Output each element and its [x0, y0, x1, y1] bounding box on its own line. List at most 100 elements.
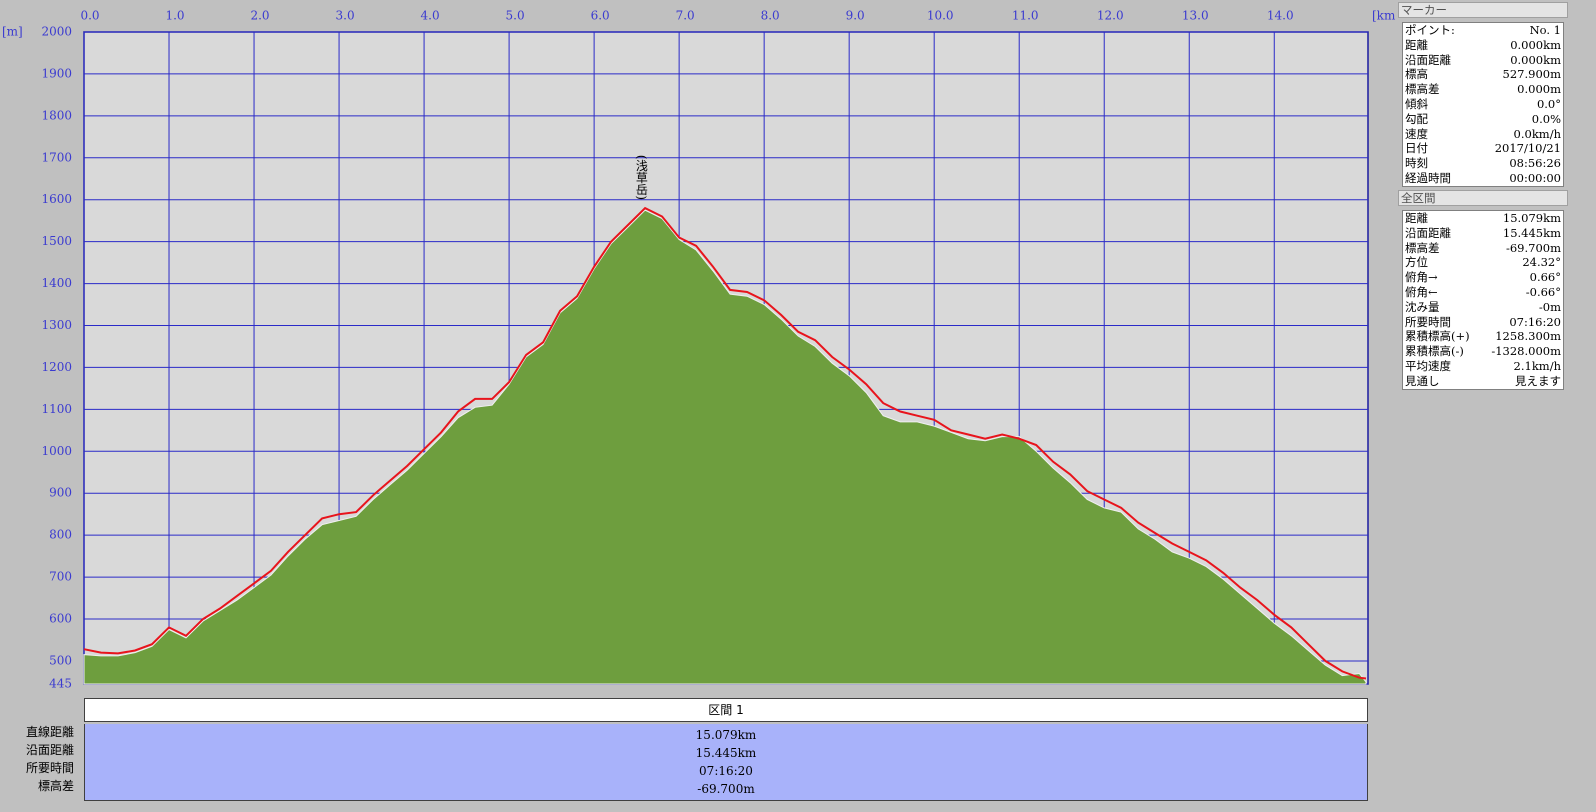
info-key: 標高	[1405, 67, 1428, 82]
info-key: 速度	[1405, 126, 1428, 141]
info-row: 累積標高(-) -1328.000m	[1403, 344, 1563, 359]
panel-title: 全区間	[1398, 190, 1568, 206]
y-tick-label: 1900	[41, 66, 72, 80]
x-tick-label: 2.0	[250, 9, 269, 23]
info-row: ポイント: No. 1	[1403, 23, 1563, 38]
section-panel: 全区間 距離 15.079km 沿面距離 15.445km 標高差 -69.700m 方位 2…	[1398, 190, 1568, 390]
info-key: 累積標高(-)	[1405, 344, 1464, 359]
x-tick-label: 0.0	[80, 9, 99, 23]
marker-table: ポイント: No. 1 距離 0.000km 沿面距離 0.000km 標高 527.900m…	[1402, 22, 1564, 187]
info-row: 標高 527.900m	[1403, 67, 1563, 82]
info-row: 標高差 0.000m	[1403, 82, 1563, 97]
info-value: 0.0%	[1531, 111, 1561, 126]
info-key: 方位	[1405, 255, 1428, 270]
x-tick-label: 10.0	[927, 9, 954, 23]
info-value: No. 1	[1529, 23, 1561, 37]
info-value: 0.000m	[1517, 82, 1561, 97]
y-tick-label: 800	[49, 528, 72, 542]
info-value: 15.079km	[1502, 211, 1561, 225]
info-key: 傾斜	[1405, 96, 1428, 111]
info-key: 標高差	[1405, 82, 1440, 97]
x-tick-label: 3.0	[336, 9, 355, 23]
x-tick-label: 9.0	[846, 9, 865, 23]
track-line	[83, 206, 1367, 680]
y-tick-label: 700	[49, 570, 72, 584]
marker-panel: マーカー ポイント: No. 1 距離 0.000km 沿面距離 0.000km 標高 527…	[1398, 2, 1568, 187]
info-value: -1328.000m	[1491, 344, 1561, 359]
info-row: 沈み量 -0m	[1403, 300, 1563, 315]
y-tick-label: 445	[49, 677, 72, 691]
info-row: 見通し 見えます	[1403, 374, 1563, 389]
section-row-value: 15.445km	[695, 746, 757, 760]
info-row: 累積標高(+) 1258.300m	[1403, 329, 1563, 344]
info-value: 0.0°	[1536, 96, 1561, 111]
info-key: 距離	[1405, 211, 1428, 225]
info-row: 標高差 -69.700m	[1403, 241, 1563, 256]
x-tick-label: 7.0	[676, 9, 695, 23]
x-tick-label: 13.0	[1182, 9, 1209, 23]
x-tick-label: 5.0	[506, 9, 525, 23]
y-tick-label: 1600	[41, 192, 72, 206]
chart: [m] [km] 445 500 600 700 800 900 1000 1100 1200 1…	[2, 9, 1396, 691]
section-row-value: 07:16:20	[699, 764, 753, 778]
peak-annotation: (浅草岳)	[634, 155, 648, 200]
x-tick-label: 4.0	[421, 9, 440, 23]
info-value: 1258.300m	[1495, 329, 1561, 344]
y-tick-label: 1100	[41, 402, 72, 416]
info-key: ポイント:	[1405, 23, 1455, 37]
info-key: 沈み量	[1405, 299, 1440, 314]
y-tick-label: 1700	[41, 150, 72, 164]
y-tick-label: 1400	[41, 276, 72, 290]
info-key: 沿面距離	[1405, 225, 1451, 240]
info-row: 俯角→ 0.66°	[1403, 270, 1563, 285]
info-row: 俯角← -0.66°	[1403, 285, 1563, 300]
info-value: 07:16:20	[1509, 314, 1561, 329]
info-key: 日付	[1405, 141, 1428, 156]
info-row: 距離 0.000km	[1403, 38, 1563, 53]
section-row-label: 沿面距離	[25, 743, 74, 757]
info-row: 平均速度 2.1km/h	[1403, 359, 1563, 374]
y-tick-label: 1800	[41, 108, 72, 122]
info-key: 俯角→	[1405, 270, 1438, 285]
info-key: 累積標高(+)	[1405, 329, 1470, 344]
section-row-label: 標高差	[37, 779, 74, 793]
info-value: -0m	[1538, 299, 1561, 314]
y-tick-label: 500	[49, 653, 72, 667]
y-tick-label: 1300	[41, 318, 72, 332]
info-key: 俯角←	[1405, 284, 1438, 299]
section-row-value: -69.700m	[697, 782, 755, 796]
info-value: 00:00:00	[1509, 170, 1561, 185]
y-unit: [m]	[2, 25, 23, 39]
x-tick-label: 14.0	[1267, 9, 1294, 23]
info-key: 見通し	[1405, 373, 1440, 388]
info-row: 経過時間 00:00:00	[1403, 171, 1563, 186]
info-row: 沿面距離 0.000km	[1403, 53, 1563, 68]
info-row: 方位 24.32°	[1403, 255, 1563, 270]
y-tick-label: 1000	[41, 444, 72, 458]
x-tick-label: 1.0	[165, 9, 184, 23]
x-tick-label: 11.0	[1012, 9, 1039, 23]
info-key: 距離	[1405, 37, 1428, 52]
y-tick-label: 2000	[41, 25, 72, 39]
terrain-area	[83, 209, 1367, 685]
info-row: 距離 15.079km	[1403, 211, 1563, 226]
info-value: 24.32°	[1522, 255, 1561, 270]
info-value: 2017/10/21	[1494, 141, 1561, 156]
section-row-label: 直線距離	[25, 725, 74, 739]
x-tick-label: 12.0	[1097, 9, 1124, 23]
section-table: 区間 1 15.079km 15.445km 07:16:20 -69.700m	[84, 698, 1368, 801]
x-tick-label: 8.0	[761, 9, 780, 23]
info-value: 0.000km	[1510, 52, 1561, 67]
section-row-value: 15.079km	[695, 728, 757, 742]
info-key: 所要時間	[1405, 314, 1451, 329]
section-body: 15.079km 15.445km 07:16:20 -69.700m	[84, 724, 1368, 801]
info-key: 経過時間	[1405, 170, 1451, 185]
info-key: 時刻	[1405, 156, 1428, 171]
info-row: 日付 2017/10/21	[1403, 141, 1563, 156]
info-row: 時刻 08:56:26	[1403, 156, 1563, 171]
x-tick-label: 6.0	[591, 9, 610, 23]
info-value: 0.0km/h	[1513, 126, 1561, 141]
info-value: 見えます	[1515, 373, 1561, 388]
info-row: 沿面距離 15.445km	[1403, 226, 1563, 241]
